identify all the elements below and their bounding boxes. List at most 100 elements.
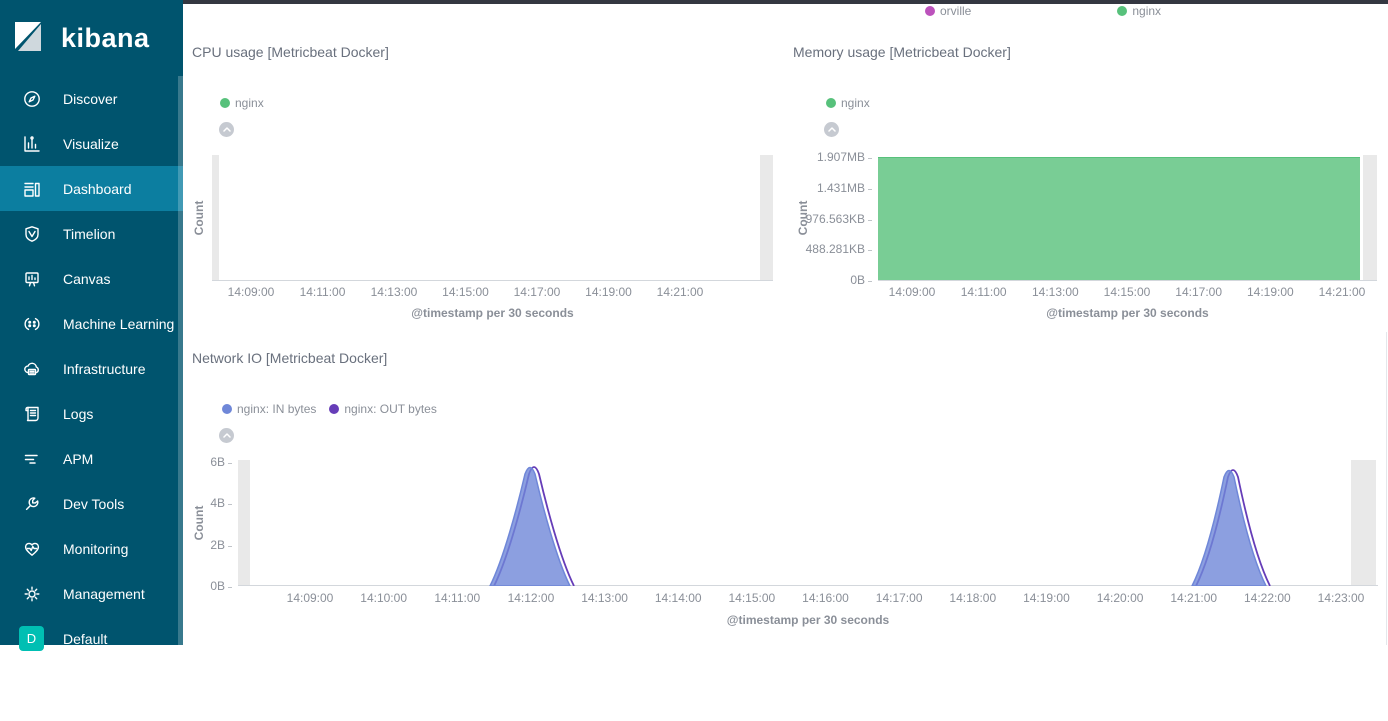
- x-tick-label: 14:09:00: [286, 591, 334, 605]
- network-y-axis-ticks: 6B 4B 2B 0B: [192, 456, 232, 592]
- x-tick-label: 14:11:00: [960, 285, 1007, 299]
- cpu-legend-collapse-button[interactable]: [219, 122, 234, 137]
- sidebar-item-label: Timelion: [63, 225, 116, 242]
- clipped-panel-legend: orville nginx: [925, 4, 1161, 18]
- cpu-x-axis-ticks: 14:09:00 14:11:00 14:13:00 14:15:00 14:17:00…: [228, 285, 704, 299]
- x-tick-label: 14:22:00: [1243, 591, 1291, 605]
- y-tick-label: 0B: [210, 580, 232, 592]
- sidebar-item[interactable]: Visualize: [0, 121, 183, 166]
- network-left-endzone: [238, 460, 250, 585]
- memory-right-endzone: [1363, 155, 1377, 280]
- cpu-left-endzone: [212, 155, 219, 280]
- network-panel-title[interactable]: Network IO [Metricbeat Docker]: [192, 350, 388, 366]
- dev-tools-icon: [19, 491, 44, 516]
- memory-legend: nginx: [826, 96, 870, 110]
- y-tick-label: 1.431MB: [817, 182, 872, 194]
- chevron-up-icon: [222, 433, 231, 438]
- sidebar-item-label: Monitoring: [63, 540, 129, 557]
- network-plot-area[interactable]: [238, 460, 1378, 586]
- sidebar-item-label: Dashboard: [63, 180, 132, 197]
- sidebar-item[interactable]: Machine Learning: [0, 301, 183, 346]
- x-tick-label: 14:09:00: [227, 285, 275, 299]
- sidebar-item[interactable]: Logs: [0, 391, 183, 436]
- network-in-bytes-area: [1191, 469, 1267, 586]
- sidebar-item[interactable]: Monitoring: [0, 526, 183, 571]
- memory-x-axis-ticks: 14:09:00 14:11:00 14:13:00 14:15:00 14:17:00…: [889, 285, 1366, 299]
- x-tick-label: 14:21:00: [656, 285, 704, 299]
- visualize-icon: [19, 131, 44, 156]
- sidebar: kibana Discover Visualize Dashboard Time…: [0, 0, 183, 721]
- sidebar-nav: Discover Visualize Dashboard Timelion Ca…: [0, 76, 183, 721]
- x-tick-label: 14:10:00: [360, 591, 407, 605]
- cpu-plot-area[interactable]: [212, 155, 773, 281]
- legend-item[interactable]: nginx: [826, 96, 870, 110]
- top-border-bar: [183, 0, 1388, 4]
- legend-item[interactable]: orville: [925, 4, 971, 18]
- memory-legend-collapse-button[interactable]: [824, 122, 839, 137]
- memory-x-axis-title: @timestamp per 30 seconds: [1046, 306, 1209, 320]
- sidebar-item[interactable]: Timelion: [0, 211, 183, 256]
- sidebar-item-label: Dev Tools: [63, 495, 125, 512]
- legend-color-dot: [1117, 6, 1128, 16]
- sidebar-item-label: Visualize: [63, 135, 119, 152]
- x-tick-label: 14:23:00: [1317, 591, 1365, 605]
- kibana-logo[interactable]: kibana: [0, 0, 183, 76]
- right-edge-divider: [1386, 332, 1387, 645]
- apm-icon: [19, 446, 44, 471]
- monitoring-icon: [19, 536, 44, 561]
- kibana-logo-icon: [10, 16, 48, 61]
- memory-panel-title[interactable]: Memory usage [Metricbeat Docker]: [793, 44, 1011, 60]
- logs-icon: [19, 401, 44, 426]
- canvas-icon: [19, 266, 44, 291]
- cpu-panel-title[interactable]: CPU usage [Metricbeat Docker]: [192, 44, 389, 60]
- discover-icon: [19, 86, 44, 111]
- x-tick-label: 14:18:00: [949, 591, 997, 605]
- x-tick-label: 14:19:00: [585, 285, 632, 299]
- network-right-endzone: [1351, 460, 1376, 585]
- memory-nginx-area-series: [878, 157, 1360, 280]
- x-tick-label: 14:17:00: [875, 591, 923, 605]
- legend-color-dot: [329, 404, 340, 414]
- legend-item[interactable]: nginx: OUT bytes: [329, 402, 437, 416]
- sidebar-item[interactable]: D Default: [0, 616, 183, 661]
- timelion-icon: [19, 221, 44, 246]
- legend-color-dot: [925, 6, 935, 16]
- x-tick-label: 14:19:00: [1246, 285, 1294, 299]
- legend-item[interactable]: nginx: [220, 96, 264, 110]
- legend-color-dot: [826, 98, 836, 108]
- x-tick-label: 14:17:00: [513, 285, 561, 299]
- sidebar-item[interactable]: Management: [0, 571, 183, 616]
- y-tick-label: 4B: [210, 497, 232, 509]
- legend-color-dot: [220, 98, 230, 108]
- network-legend-collapse-button[interactable]: [219, 428, 234, 443]
- sidebar-item[interactable]: Canvas: [0, 256, 183, 301]
- cpu-y-axis-title: Count: [192, 200, 206, 236]
- kibana-wordmark: kibana: [61, 22, 150, 53]
- y-tick-label: 1.907MB: [817, 151, 872, 163]
- sidebar-item[interactable]: Infrastructure: [0, 346, 183, 391]
- cpu-right-endzone: [760, 155, 773, 280]
- infrastructure-icon: [19, 356, 44, 381]
- sidebar-item-label: Management: [63, 585, 145, 602]
- x-tick-label: 14:17:00: [1175, 285, 1223, 299]
- legend-item[interactable]: nginx: IN bytes: [222, 402, 316, 416]
- legend-item[interactable]: nginx: [1117, 4, 1161, 18]
- legend-label: nginx: [841, 96, 870, 110]
- legend-label: nginx: [235, 96, 264, 110]
- machine-learning-icon: [19, 311, 44, 336]
- y-tick-label: 976.563KB: [806, 213, 872, 225]
- sidebar-item[interactable]: Discover: [0, 76, 183, 121]
- network-series-chart: [489, 466, 1271, 586]
- memory-plot-area[interactable]: [878, 155, 1377, 281]
- sidebar-item[interactable]: APM: [0, 436, 183, 481]
- network-x-axis-ticks: 14:09:00 14:10:00 14:11:00 14:12:00 14:13:00…: [287, 591, 1365, 605]
- management-icon: [19, 581, 44, 606]
- network-x-axis-title: @timestamp per 30 seconds: [726, 613, 890, 627]
- x-tick-label: 14:21:00: [1318, 285, 1366, 299]
- sidebar-item[interactable]: Dashboard: [0, 166, 183, 211]
- legend-color-dot: [222, 404, 232, 414]
- x-tick-label: 14:14:00: [654, 591, 702, 605]
- sidebar-item[interactable]: Dev Tools: [0, 481, 183, 526]
- x-tick-label: 14:09:00: [888, 285, 936, 299]
- x-tick-label: 14:11:00: [299, 285, 346, 299]
